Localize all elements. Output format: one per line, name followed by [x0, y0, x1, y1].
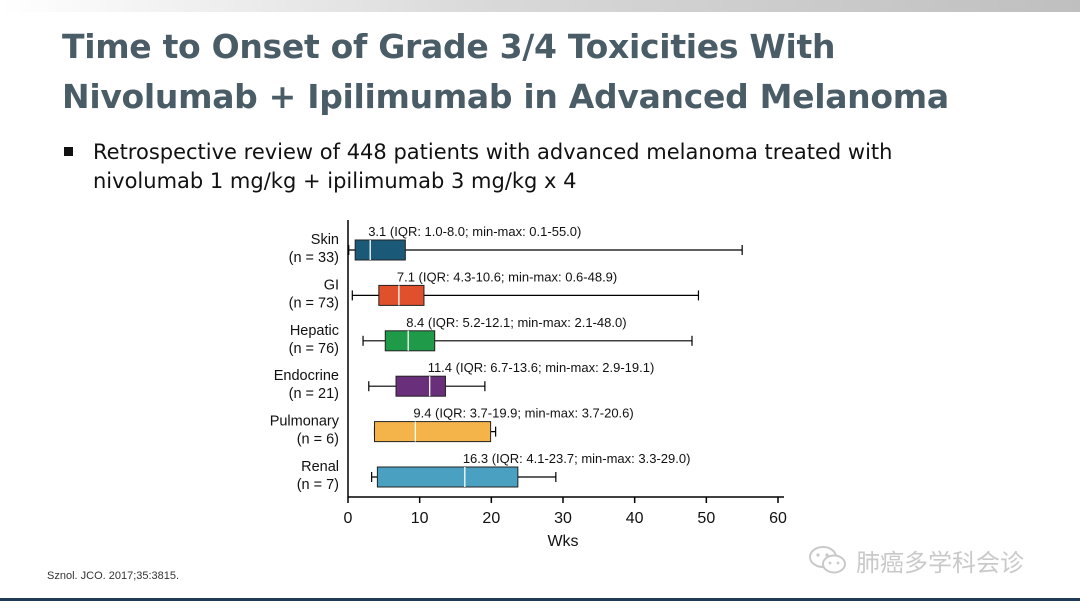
footnote-citation: Sznol. JCO. 2017;35:3815.	[47, 570, 180, 582]
title-line-2: Nivolumab + Ipilimumab in Advanced Melan…	[62, 77, 949, 116]
data-label-gi: 7.1 (IQR: 4.3-10.6; min-max: 0.6-48.9)	[397, 269, 617, 284]
wechat-icon	[809, 546, 846, 574]
bullet-line-2: nivolumab 1 mg/kg + ipilimumab 3 mg/kg x…	[93, 169, 577, 193]
top-gradient-bar	[0, 0, 1080, 12]
boxplot-chart: 0 10 20 30 40 50 60 Wks Skin (n = 33) 3.1 (IQR: 1.…	[270, 220, 787, 550]
data-label-hepatic: 8.4 (IQR: 5.2-12.1; min-max: 2.1-48.0)	[406, 315, 626, 330]
watermark: 肺癌多学科会诊	[808, 540, 1024, 580]
data-label-skin: 3.1 (IQR: 1.0-8.0; min-max: 0.1-55.0)	[368, 224, 581, 239]
x-tick-label-40: 40	[626, 510, 644, 527]
box-skin	[354, 239, 406, 261]
category-n-skin: (n = 33)	[289, 250, 339, 266]
title-line-1: Time to Onset of Grade 3/4 Toxicities Wi…	[62, 27, 836, 66]
category-label-pulmonary: Pulmonary	[270, 414, 340, 430]
bullet-text: Retrospective review of 448 patients wit…	[93, 138, 973, 196]
x-tick-label-20: 20	[482, 510, 500, 527]
watermark-text: 肺癌多学科会诊	[856, 549, 1024, 577]
category-label-gi: GI	[324, 277, 339, 293]
data-label-renal: 16.3 (IQR: 4.1-23.7; min-max: 3.3-29.0)	[463, 451, 691, 466]
box-pulmonary	[374, 421, 492, 443]
box-gi	[378, 284, 425, 306]
category-n-hepatic: (n = 76)	[289, 341, 339, 357]
x-tick-label-60: 60	[769, 510, 787, 527]
box-renal	[376, 466, 519, 488]
x-tick-label-0: 0	[344, 510, 353, 527]
x-axis-label: Wks	[547, 533, 578, 550]
category-n-endocrine: (n = 21)	[289, 386, 339, 402]
bullet-line-1: Retrospective review of 448 patients wit…	[93, 140, 893, 164]
category-label-skin: Skin	[311, 232, 339, 248]
data-label-endocrine: 11.4 (IQR: 6.7-13.6; min-max: 2.9-19.1)	[428, 360, 655, 375]
category-label-endocrine: Endocrine	[274, 368, 339, 384]
box-hepatic	[384, 330, 436, 352]
data-label-pulmonary: 9.4 (IQR: 3.7-19.9; min-max: 3.7-20.6)	[413, 406, 633, 421]
slide-title: Time to Onset of Grade 3/4 Toxicities Wi…	[62, 22, 1042, 122]
x-tick-label-30: 30	[554, 510, 572, 527]
category-label-renal: Renal	[301, 459, 339, 475]
category-n-gi: (n = 73)	[289, 295, 339, 311]
x-tick-label-50: 50	[697, 510, 715, 527]
category-n-renal: (n = 7)	[297, 477, 339, 493]
box-endocrine	[395, 375, 446, 397]
x-tick-label-10: 10	[411, 510, 429, 527]
category-label-hepatic: Hepatic	[290, 323, 339, 339]
bottom-rule	[0, 598, 1080, 601]
category-n-pulmonary: (n = 6)	[297, 432, 339, 448]
bullet-square-icon	[64, 147, 73, 156]
